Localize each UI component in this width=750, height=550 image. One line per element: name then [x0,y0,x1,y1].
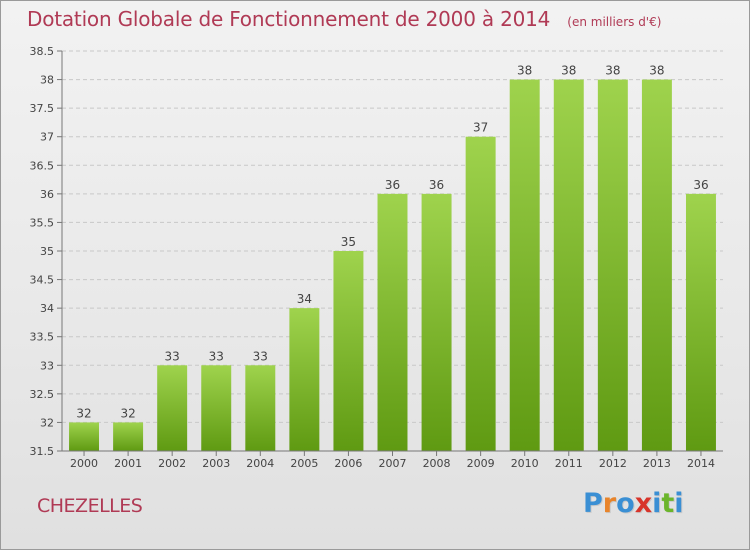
x-tick-label: 2013 [643,457,671,470]
bar-2013 [641,79,672,452]
x-tick-label: 2006 [334,457,362,470]
x-tick-label: 2001 [114,457,142,470]
bar-2000 [69,422,100,451]
bar-2010 [509,79,540,452]
bar-value-label: 32 [76,406,91,420]
commune-name: CHEZELLES [37,495,143,517]
x-tick-label: 2003 [202,457,230,470]
bar-value-label: 33 [253,349,268,363]
bar-2001 [113,422,144,451]
x-tick-label: 2002 [158,457,186,470]
bar-value-label: 32 [120,406,135,420]
bar-value-label: 36 [693,178,708,192]
bar-value-label: 38 [561,64,576,78]
bar-2007 [377,193,408,451]
bar-2002 [157,365,188,451]
logo-letter: i [674,488,684,519]
x-tick-label: 2012 [599,457,627,470]
y-tick-label: 32.5 [30,388,55,401]
bar-value-label: 37 [473,121,488,135]
bar-2009 [465,136,496,451]
x-tick-label: 2011 [555,457,583,470]
proxiti-logo[interactable]: Proxiti [583,488,684,519]
x-tick-label: 2000 [70,457,98,470]
y-tick-label: 32 [40,416,54,429]
bar-value-label: 33 [209,349,224,363]
x-tick-label: 2004 [246,457,274,470]
bar-2014 [685,193,716,451]
bar-value-label: 35 [341,235,356,249]
bar-value-label: 38 [649,64,664,78]
y-tick-label: 38 [40,74,54,87]
chart-title: Dotation Globale de Fonctionnement de 20… [27,7,551,31]
y-tick-label: 35.5 [30,216,55,229]
x-tick-label: 2005 [290,457,318,470]
y-tick-label: 37 [40,131,54,144]
y-tick-label: 31.5 [30,445,55,458]
x-tick-label: 2010 [511,457,539,470]
logo-letter: o [616,488,635,519]
x-tick-label: 2008 [423,457,451,470]
x-tick-label: 2014 [687,457,715,470]
y-tick-label: 34.5 [30,274,55,287]
chart-subtitle: (en milliers d'€) [567,15,662,29]
logo-letter: i [652,488,662,519]
bar-value-label: 36 [385,178,400,192]
y-tick-label: 33 [40,359,54,372]
y-tick-label: 37.5 [30,102,55,115]
bar-2012 [597,79,628,452]
y-tick-label: 33.5 [30,331,55,344]
bar-value-label: 36 [429,178,444,192]
logo-letter: r [602,488,617,519]
y-tick-label: 38.5 [30,45,55,58]
logo-letter: x [634,488,653,519]
y-tick-label: 36.5 [30,159,55,172]
y-tick-label: 34 [40,302,54,315]
bar-value-label: 34 [297,292,312,306]
bar-2004 [245,365,276,451]
bar-2008 [421,193,452,451]
bar-2003 [201,365,232,451]
logo-letter: P [583,488,603,519]
x-tick-label: 2007 [379,457,407,470]
chart-title-line: Dotation Globale de Fonctionnement de 20… [27,7,661,31]
bar-2006 [333,251,364,451]
bar-2011 [553,79,584,452]
axes: 31.5 32 32.5 33 33.5 34 34.5 35 35.5 36 36.5 37 37.5… [30,45,723,470]
bars: 32 32 33 33 33 34 35 36 36 37 38 38 38 38 36 [69,64,716,452]
logo-letter: t [661,488,675,519]
y-tick-label: 36 [40,188,54,201]
y-tick-label: 35 [40,245,54,258]
bar-value-label: 38 [605,64,620,78]
bar-value-label: 38 [517,64,532,78]
bar-value-label: 33 [165,349,180,363]
bar-2005 [289,308,320,451]
x-tick-label: 2009 [467,457,495,470]
